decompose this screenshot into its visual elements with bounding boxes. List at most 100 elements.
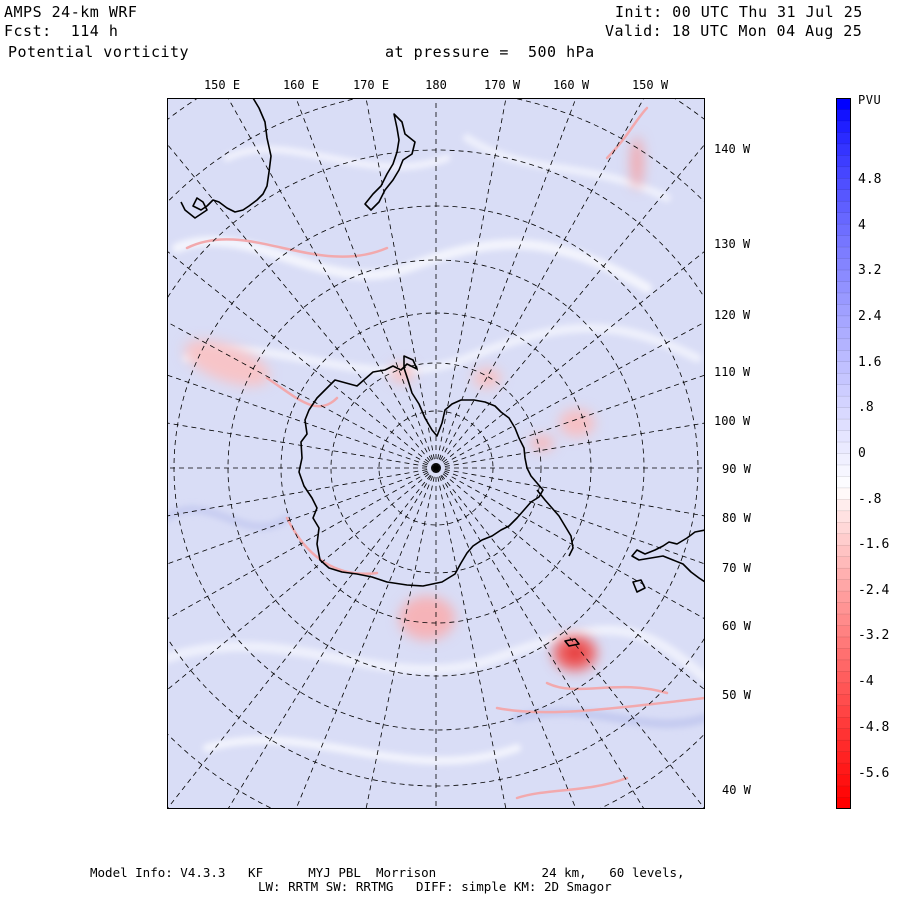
lon-label-top: 160 E <box>282 78 320 92</box>
lon-label-right: 70 W <box>722 561 751 575</box>
lon-label-right: 140 W <box>714 142 751 156</box>
colorbar-segment <box>836 327 851 340</box>
lon-label-right: 60 W <box>722 619 751 633</box>
colorbar-segment <box>836 453 851 466</box>
colorbar-segment <box>836 120 851 133</box>
coastlines <box>180 98 705 647</box>
colorbar-segment <box>836 751 851 764</box>
colorbar-segment <box>836 614 851 626</box>
colorbar-segment <box>836 442 851 454</box>
colorbar-segment <box>836 602 851 615</box>
lon-label-top: 170 E <box>352 78 390 92</box>
colorbar-tick: -5.6 <box>858 766 890 781</box>
colorbar-tick: 1.6 <box>858 355 882 370</box>
colorbar-segment <box>836 636 851 649</box>
map-background <box>167 98 705 809</box>
forecast-hour: Fcst: 114 h <box>4 22 119 40</box>
colorbar-segment <box>836 304 851 317</box>
colorbar-segment <box>836 178 851 191</box>
colorbar <box>836 98 851 809</box>
field-name: Potential vorticity <box>8 43 190 61</box>
colorbar-segment <box>836 591 851 603</box>
lon-label-right: 80 W <box>722 511 751 525</box>
colorbar-segment <box>836 659 851 672</box>
antarctic-peninsula-islands <box>536 489 574 557</box>
south-america-coastline <box>631 529 705 583</box>
lon-label-top: 160 W <box>552 78 590 92</box>
lat-lon-grid <box>167 98 705 809</box>
colorbar-segment <box>836 315 851 328</box>
colorbar-segment <box>836 786 851 798</box>
colorbar-segment <box>836 224 851 236</box>
colorbar-segment <box>836 568 851 580</box>
pv-negative-filaments <box>185 106 705 800</box>
colorbar-segment <box>836 361 851 374</box>
colorbar-segment <box>836 350 851 363</box>
south-georgia <box>564 638 580 647</box>
colorbar-segment <box>836 717 851 730</box>
pv-map <box>167 98 705 809</box>
colorbar-segment <box>836 476 851 489</box>
colorbar-segment <box>836 373 851 385</box>
lon-label-right: 120 W <box>714 308 751 322</box>
colorbar-segment <box>836 235 851 248</box>
colorbar-segment <box>836 189 851 202</box>
colorbar-segment <box>836 671 851 684</box>
colorbar-segment <box>836 384 851 397</box>
colorbar-segment <box>836 430 851 443</box>
colorbar-frame <box>836 98 851 809</box>
colorbar-segment <box>836 212 851 225</box>
colorbar-segment <box>836 338 851 351</box>
colorbar-segment <box>836 98 851 110</box>
model-title: AMPS 24-km WRF <box>4 3 138 21</box>
colorbar-segment <box>836 155 851 168</box>
colorbar-segment <box>836 797 851 809</box>
colorbar-segment <box>836 728 851 741</box>
lon-label-right: 50 W <box>722 688 751 702</box>
colorbar-segment <box>836 464 851 477</box>
colorbar-tick: 2.4 <box>858 309 882 324</box>
lon-label-top: 150 E <box>203 78 241 92</box>
colorbar-segment <box>836 522 851 535</box>
colorbar-segment <box>836 545 851 558</box>
falklands <box>632 579 646 593</box>
colorbar-segment <box>836 579 851 592</box>
lon-label-top: 180 <box>425 78 447 92</box>
init-time: Init: 00 UTC Thu 31 Jul 25 <box>615 3 863 21</box>
colorbar-segment <box>836 510 851 523</box>
colorbar-tick: -3.2 <box>858 628 890 643</box>
lon-label-right: 100 W <box>714 414 751 428</box>
colorbar-segment <box>836 487 851 500</box>
lon-label-right: 110 W <box>714 365 751 379</box>
colorbar-tick: 4 <box>858 218 866 233</box>
colorbar-tick: 4.8 <box>858 172 882 187</box>
colorbar-tick: -1.6 <box>858 537 890 552</box>
colorbar-segment <box>836 763 851 775</box>
colorbar-segment <box>836 258 851 271</box>
lon-label-top: 150 W <box>631 78 669 92</box>
colorbar-tick: -4 <box>858 674 874 689</box>
colorbar-segment <box>836 740 851 752</box>
colorbar-segment <box>836 705 851 718</box>
colorbar-segment <box>836 132 851 145</box>
colorbar-units: PVU <box>858 93 882 107</box>
colorbar-segment <box>836 682 851 695</box>
colorbar-segment <box>836 292 851 305</box>
new-zealand-coastline <box>364 113 416 211</box>
pressure-level: at pressure = 500 hPa <box>385 43 595 61</box>
colorbar-segment <box>836 396 851 408</box>
lon-label-top: 170 W <box>483 78 521 92</box>
colorbar-tick: .8 <box>858 400 874 415</box>
valid-time: Valid: 18 UTC Mon 04 Aug 25 <box>605 22 863 40</box>
colorbar-segment <box>836 499 851 512</box>
model-info-line2: LW: RRTM SW: RRTMG DIFF: simple KM: 2D S… <box>258 879 612 894</box>
colorbar-segment <box>836 556 851 569</box>
colorbar-segment <box>836 774 851 787</box>
colorbar-tick: -4.8 <box>858 720 890 735</box>
map-frame <box>167 98 705 809</box>
colorbar-segment <box>836 109 851 122</box>
colorbar-segment <box>836 247 851 259</box>
lon-label-right: 40 W <box>722 783 751 797</box>
australia-coastline <box>180 98 272 219</box>
lon-label-right: 130 W <box>714 237 751 251</box>
